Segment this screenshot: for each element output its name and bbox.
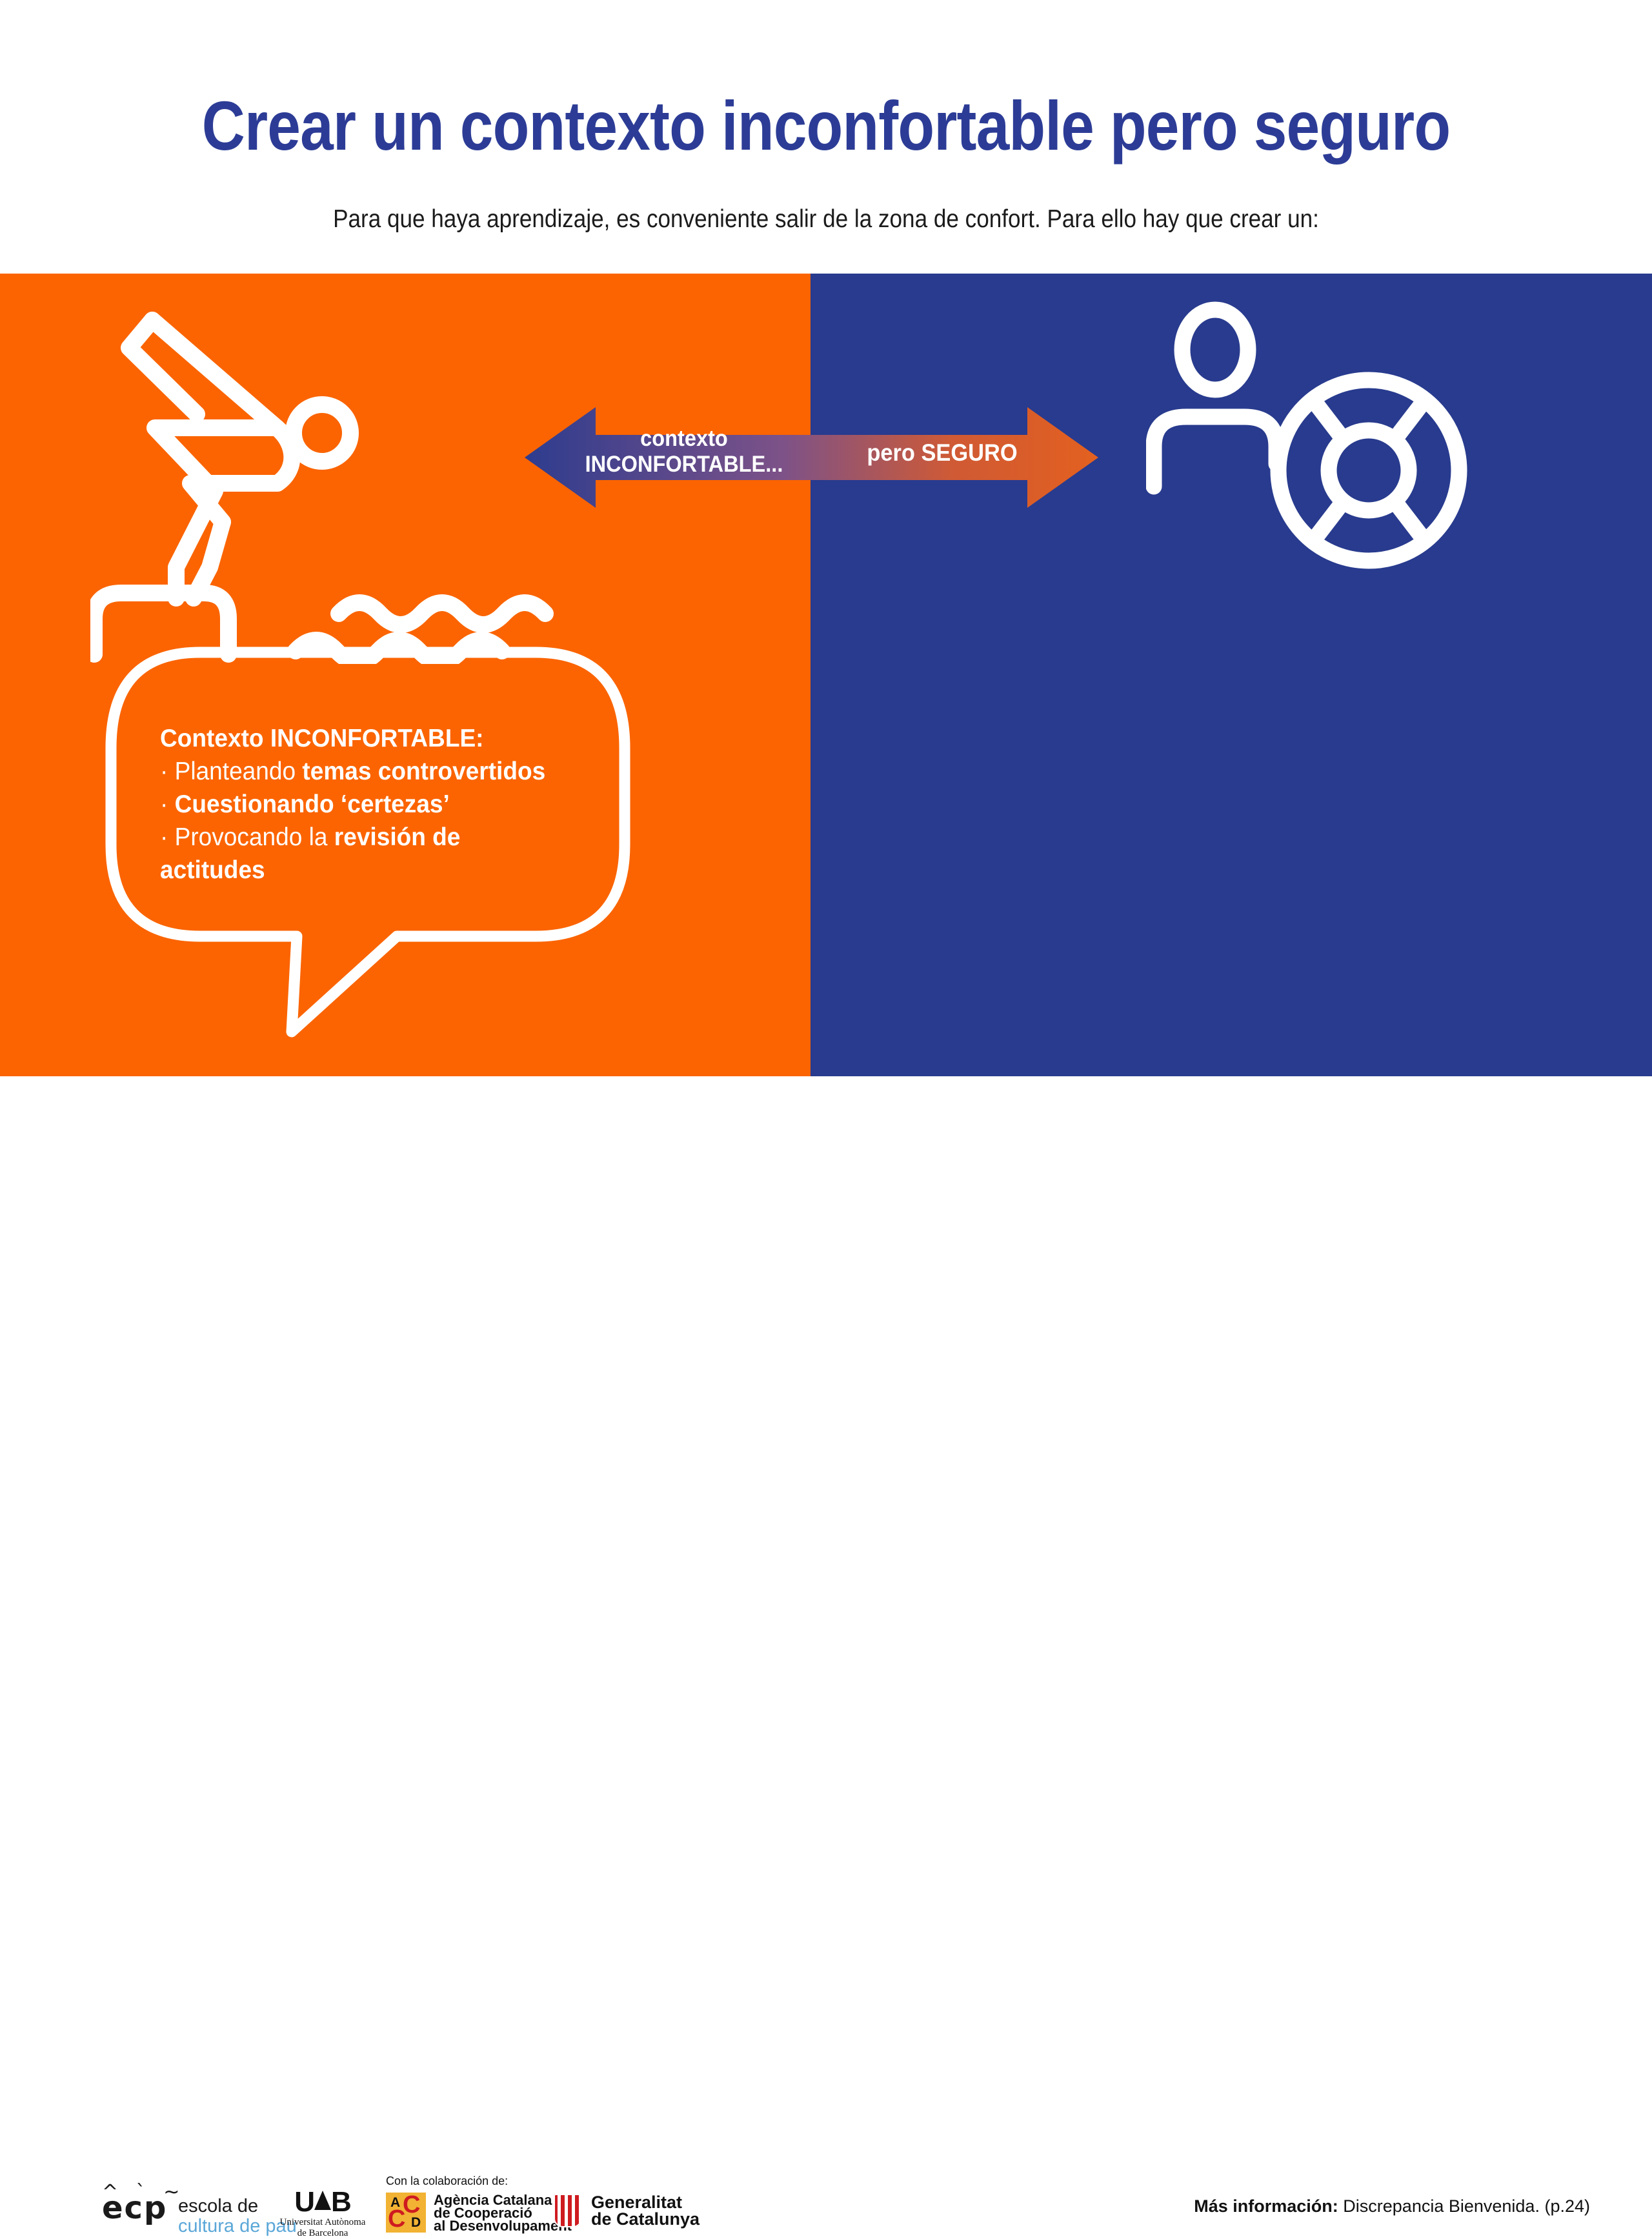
item-bold: revisión de actitudes	[160, 823, 461, 884]
panel-inconfortable: Contexto INCONFORTABLE: · Planteando tem…	[0, 274, 811, 1076]
accd-text: Agència Catalana de Cooperació al Desenv…	[434, 2192, 572, 2234]
panels-container: Contexto INCONFORTABLE: · Planteando tem…	[0, 274, 1652, 1076]
uab-sub2: de Barcelona	[297, 2228, 348, 2238]
generalitat-line2: de Catalunya	[591, 2209, 700, 2229]
page-subtitle: Para que haya aprendizaje, es convenient…	[333, 205, 1319, 233]
uab-letter-u: U	[294, 2186, 315, 2218]
bubble-item: · Planteando temas controvertidos	[160, 755, 565, 788]
uab-sub1: Universitat Autònoma	[279, 2217, 366, 2227]
item-text: · Provocando la	[160, 823, 334, 851]
uab-letter-b: B	[331, 2186, 352, 2218]
header: Crear un contexto inconfortable pero seg…	[0, 0, 1652, 274]
diver-on-springboard-icon	[90, 312, 554, 664]
item-text: · Planteando	[160, 758, 303, 785]
double-headed-arrow-icon	[525, 407, 1098, 508]
panel-seguro: Contexto SEGURO: · Practicando habilidad…	[811, 274, 1652, 1076]
arrow-label-left-line2: INCONFORTABLE...	[585, 452, 783, 477]
accd-letter-d: D	[411, 2215, 421, 2230]
catalan-flag-shield-icon	[554, 2194, 582, 2227]
item-text: ·	[160, 790, 175, 818]
arrow-label-left: contexto INCONFORTABLE...	[576, 426, 792, 477]
more-info: Más información: Discrepancia Bienvenida…	[1194, 2196, 1590, 2216]
item-bold: Cuestionando ‘certezas’	[174, 790, 450, 818]
more-info-label: Más información:	[1194, 2196, 1338, 2216]
generalitat-text: Generalitat de Catalunya	[591, 2193, 700, 2229]
item-bold: temas controvertidos	[302, 758, 546, 785]
speech-bubble-inconfortable	[105, 647, 630, 1038]
person-with-lifebuoy-icon	[1146, 301, 1467, 569]
accd-line3: al Desenvolupament	[434, 2218, 572, 2234]
collaboration-label: Con la colaboración de:	[386, 2174, 509, 2187]
bubble-item: · Provocando la revisión de actitudes	[160, 821, 565, 887]
page-title: Crear un contexto inconfortable pero seg…	[201, 86, 1451, 165]
bubble-item: · Cuestionando ‘certezas’	[160, 788, 565, 821]
accd-line2: de Cooperació	[434, 2205, 532, 2221]
ecp-line1: escola de	[178, 2196, 259, 2216]
arrow-label-left-line1: contexto	[640, 426, 728, 451]
more-info-value: Discrepancia Bienvenida. (p.24)	[1343, 2196, 1590, 2216]
generalitat-line1: Generalitat	[591, 2193, 683, 2212]
accd-line1: Agència Catalana	[434, 2192, 552, 2208]
accd-letter-c2: C	[388, 2205, 406, 2233]
ecp-letters: ecp	[102, 2190, 168, 2226]
arrow-label-right: pero SEGURO	[867, 439, 1018, 466]
bubble-heading: Contexto INCONFORTABLE:	[160, 725, 484, 752]
bubble-text-inconfortable: Contexto INCONFORTABLE: · Planteando tem…	[160, 722, 565, 887]
uab-triangle-a-icon	[314, 2191, 331, 2210]
